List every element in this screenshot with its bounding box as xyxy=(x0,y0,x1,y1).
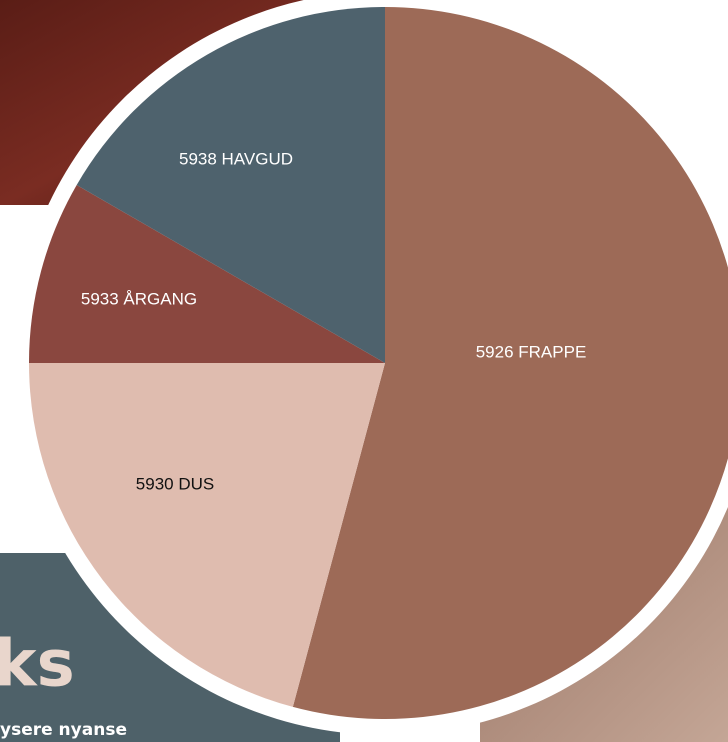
heading: ks xyxy=(0,628,75,702)
swatch-label: 5930 DUS xyxy=(136,474,214,493)
swatch-label: 5933 ÅRGANG xyxy=(81,289,197,308)
pie: 5926 FRAPPE 5930 DUS 5933 ÅRGANG 5938 HAVGU… xyxy=(29,7,728,719)
subtext: ysere nyanse xyxy=(0,720,127,740)
page: ks ysere nyanse 5926 FRAPPE 5930 DUS 5933 … xyxy=(0,0,728,742)
swatch-label: 5938 HAVGUD xyxy=(179,149,293,168)
swatch-label: 5926 FRAPPE xyxy=(476,342,587,361)
